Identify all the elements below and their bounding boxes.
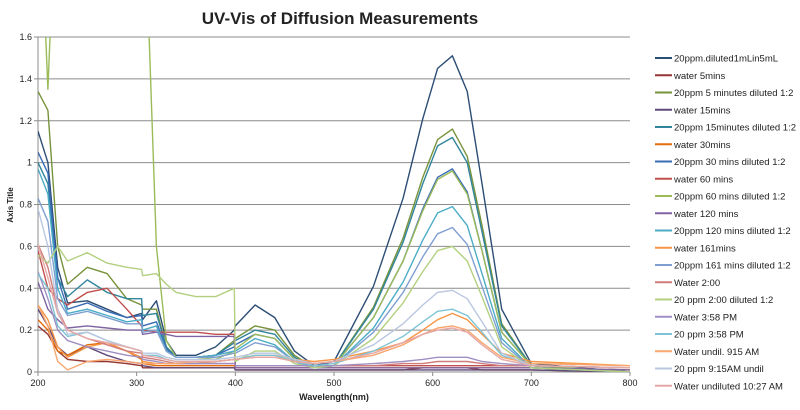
legend-item: Water undil. 915 AM [655, 347, 759, 358]
legend-label: 20ppm 5 minutes diluted 1:2 [674, 88, 793, 99]
legend-item: 20 ppm 3:58 PM [655, 330, 744, 341]
legend-item: water 60 mins [655, 174, 733, 185]
legend-label: 20ppm 120 mins diluted 1:2 [674, 226, 791, 237]
y-tick-label: 0.8 [19, 200, 32, 210]
series-line-19 [38, 208, 630, 369]
legend-item: 20 ppm 2:00 diluted 1:2 [655, 295, 773, 306]
series-line-12 [38, 304, 630, 367]
legend-label: water 161mins [673, 243, 736, 254]
series-line-17 [38, 273, 630, 369]
x-tick-label: 400 [228, 378, 243, 388]
legend-item: 20 ppm 9:15AM undil [655, 364, 764, 375]
legend-item: water 161mins [655, 243, 736, 254]
y-tick-label: 0.6 [19, 241, 32, 251]
legend-item: water 120 mins [655, 209, 739, 220]
series-line-10 [38, 281, 630, 371]
legend-label: Water undil. 915 AM [674, 347, 759, 358]
legend-label: Water 3:58 PM [674, 312, 737, 323]
y-tick-label: 0.2 [19, 325, 32, 335]
legend-label: water 30mins [673, 140, 731, 151]
series-line-16 [38, 271, 630, 369]
y-axis-label: Axis Title [6, 187, 15, 223]
legend-item: Water 3:58 PM [655, 312, 737, 323]
legend-label: water 120 mins [673, 209, 739, 220]
legend-label: 20ppm 30 mins diluted 1:2 [674, 157, 785, 168]
legend-label: water 15mins [673, 105, 731, 116]
legend-label: Water undiluted 10:27 AM [674, 381, 783, 392]
legend-label: 20ppm 15minutes diluted 1:2 [674, 123, 796, 134]
y-tick-label: 1 [27, 158, 32, 168]
legend-item: 20ppm 15minutes diluted 1:2 [655, 123, 796, 134]
x-tick-label: 800 [622, 378, 637, 388]
legend-label: 20 ppm 2:00 diluted 1:2 [674, 295, 773, 306]
series-line-15 [38, 245, 630, 372]
y-tick-label: 0 [27, 367, 32, 377]
x-tick-label: 500 [326, 378, 341, 388]
x-axis-label: Wavelength(nm) [299, 392, 369, 402]
legend-item: 20ppm 30 mins diluted 1:2 [655, 157, 785, 168]
y-tick-label: 1.2 [19, 116, 32, 126]
legend-label: water 60 mins [673, 174, 733, 185]
legend-label: 20 ppm 3:58 PM [674, 330, 744, 341]
series-line-20 [38, 244, 630, 369]
legend-item: water 5mins [655, 71, 725, 82]
y-tick-label: 1.4 [19, 74, 32, 84]
legend-item: 20ppm.diluted1mLin5mL [655, 54, 778, 65]
series-line-5 [38, 136, 630, 372]
x-tick-label: 200 [30, 378, 45, 388]
series-line-1 [38, 55, 630, 372]
legend-item: 20ppm 161 mins diluted 1:2 [655, 261, 791, 272]
series-line-11 [38, 168, 630, 372]
series-line-8 [38, 250, 630, 369]
legend-label: 20ppm 60 mins diluted 1:2 [674, 192, 785, 203]
legend-label: Water 2:00 [674, 278, 720, 289]
series-line-14 [38, 244, 630, 369]
legend-item: 20ppm 5 minutes diluted 1:2 [655, 88, 793, 99]
legend-item: Water undiluted 10:27 AM [655, 381, 783, 392]
legend-label: water 5mins [673, 71, 725, 82]
legend-item: 20ppm 120 mins diluted 1:2 [655, 226, 791, 237]
legend-label: 20ppm 161 mins diluted 1:2 [674, 261, 791, 272]
chart-title: UV-Vis of Diffusion Measurements [202, 9, 478, 28]
legend-item: water 15mins [655, 105, 731, 116]
series-line-9 [45, 37, 630, 372]
series-line-7 [38, 151, 630, 372]
legend-label: 20ppm.diluted1mLin5mL [674, 54, 778, 65]
legend-item: 20ppm 60 mins diluted 1:2 [655, 192, 785, 203]
y-tick-label: 0.4 [19, 283, 32, 293]
x-tick-label: 300 [129, 378, 144, 388]
x-tick-label: 600 [425, 378, 440, 388]
series-line-13 [38, 197, 630, 372]
legend-item: Water 2:00 [655, 278, 720, 289]
x-tick-label: 700 [524, 378, 539, 388]
series-line-4 [38, 308, 630, 372]
legend-item: water 30mins [655, 140, 731, 151]
y-tick-label: 1.6 [19, 32, 32, 42]
legend-label: 20 ppm 9:15AM undil [674, 364, 764, 375]
